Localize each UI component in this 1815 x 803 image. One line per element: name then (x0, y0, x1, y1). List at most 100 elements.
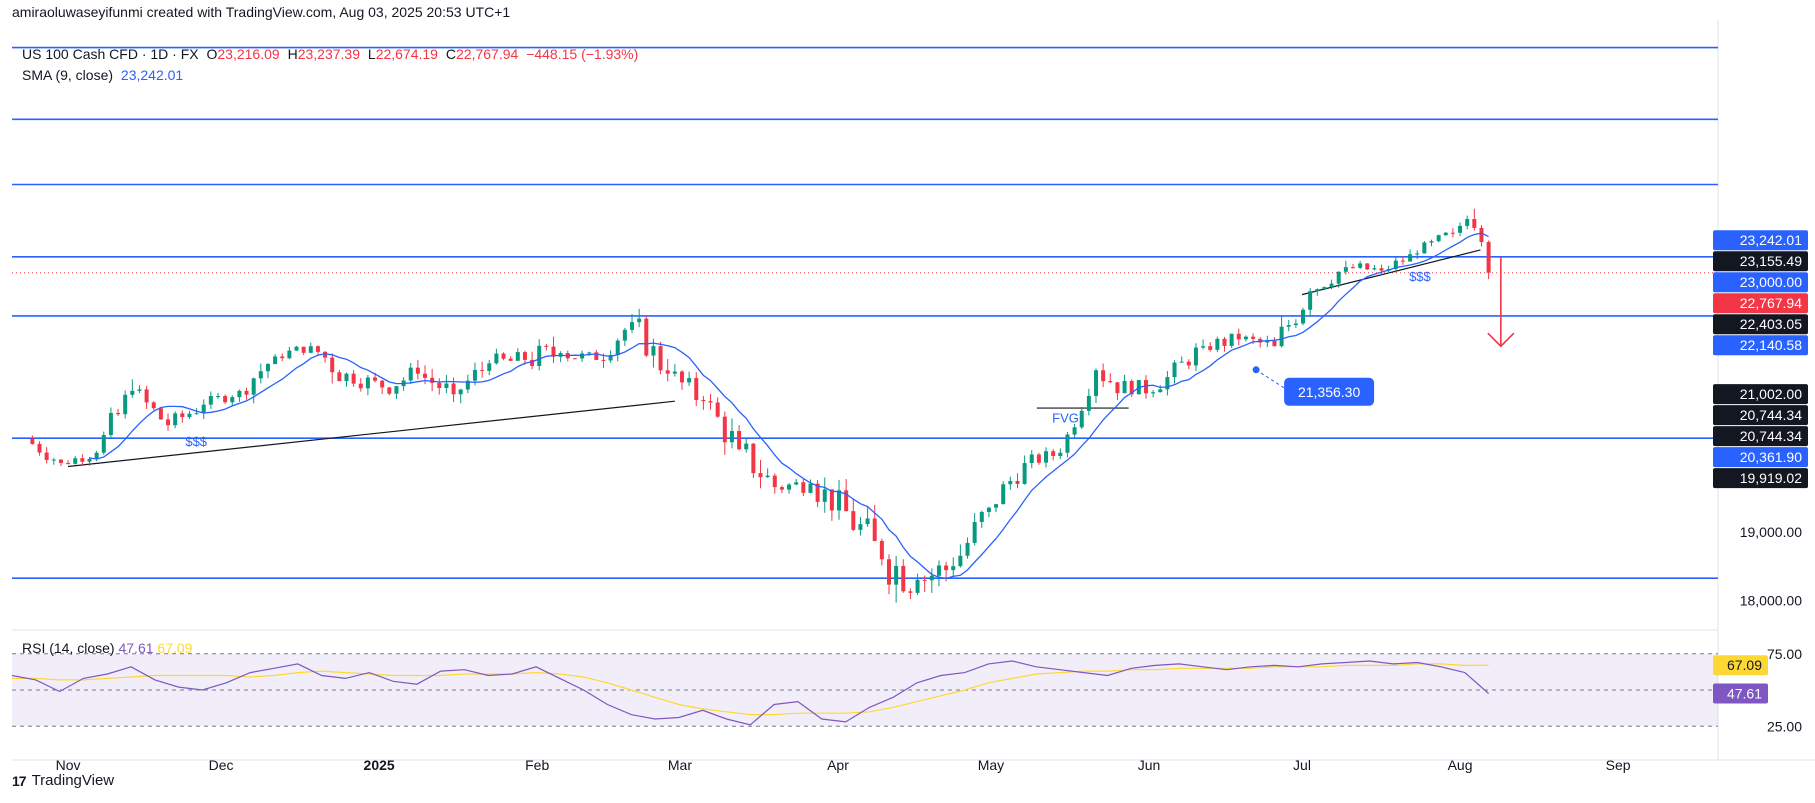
trendline-left (68, 400, 675, 468)
candle-body (1129, 380, 1134, 395)
annotations: $$$ $$$ FVG 21,356.30 (185, 256, 1515, 449)
candle (815, 479, 820, 508)
trendlines (68, 249, 1481, 468)
candle-body (1422, 242, 1427, 254)
candle (323, 350, 328, 363)
candle-body (972, 521, 977, 543)
candle (758, 459, 763, 489)
candle (1243, 335, 1248, 342)
candle-body (1172, 362, 1177, 378)
candle (951, 557, 956, 577)
rsi-tag-label: 47.61 (1727, 685, 1762, 701)
candle (979, 510, 984, 528)
candle (1408, 249, 1413, 262)
candle (444, 375, 449, 394)
candle-body (1415, 253, 1420, 255)
x-tick-label: Aug (1448, 757, 1473, 773)
candle-body (1379, 268, 1384, 271)
candle-body (894, 565, 899, 585)
candle (801, 478, 806, 496)
candle (301, 346, 306, 356)
candle (694, 372, 699, 406)
candle (1129, 379, 1134, 398)
price-tag-label: 20,744.34 (1740, 428, 1802, 444)
candle (166, 413, 171, 431)
sma-label[interactable]: SMA (9, close) (22, 67, 114, 83)
low-label: L (367, 46, 376, 62)
candle-body (380, 380, 385, 388)
candle (180, 410, 185, 423)
candle-body (644, 318, 649, 356)
candle (1400, 256, 1405, 266)
candle (287, 346, 292, 360)
candle-body (637, 318, 642, 323)
candle-body (37, 443, 42, 453)
rsi-value: 47.61 (118, 640, 154, 656)
candle (665, 358, 670, 382)
candle (1015, 473, 1020, 489)
candle (137, 385, 142, 393)
candle-body (73, 458, 78, 464)
candle (808, 479, 813, 494)
candle (986, 506, 991, 518)
candle-body (865, 518, 870, 525)
candle-body (1044, 451, 1049, 463)
candle (1022, 455, 1027, 485)
price-tag-label: 20,744.34 (1740, 407, 1802, 423)
open-label: O (206, 46, 218, 62)
candle-body (1236, 333, 1241, 340)
candle-body (622, 329, 627, 341)
candle (465, 374, 470, 394)
candle (1044, 447, 1049, 468)
candle (208, 391, 213, 409)
candle (822, 477, 827, 513)
candle (130, 379, 135, 398)
change-value: −448.15 (−1.93%) (526, 46, 639, 62)
candle-body (173, 413, 178, 426)
price-tag: 22,403.05 (1713, 314, 1808, 335)
candle (851, 499, 856, 532)
candle-body (1008, 480, 1013, 485)
rsi-value-tag: 47.61 (1713, 683, 1768, 704)
candle-body (166, 419, 171, 426)
open-value: 23,216.09 (217, 46, 280, 62)
candle (1215, 336, 1220, 353)
x-tick-label: Apr (827, 757, 849, 773)
sma-row[interactable]: SMA (9, close) 23,242.01 (22, 65, 642, 86)
candle-body (958, 555, 963, 567)
tradingview-footer[interactable]: 17 TradingView (12, 772, 114, 789)
candle (223, 394, 228, 405)
candle-body (1215, 338, 1220, 350)
rsi-legend[interactable]: RSI (14, close) 47.61 67.09 (22, 640, 192, 656)
candle (1165, 371, 1170, 396)
candle-body (294, 346, 299, 351)
candle-body (1458, 225, 1463, 233)
sma-polyline (89, 232, 1489, 580)
candle-body (251, 378, 256, 395)
candle-body (1151, 392, 1156, 394)
candle-body (1479, 227, 1484, 242)
candle (537, 339, 542, 371)
candle-body (915, 579, 920, 593)
candle-body (658, 346, 663, 371)
candle (544, 343, 549, 351)
candle (515, 348, 520, 362)
candle-body (1015, 480, 1020, 484)
candle (1001, 481, 1006, 505)
price-tag-label: 23,000.00 (1740, 274, 1802, 290)
ohlc-row[interactable]: US 100 Cash CFD · 1D · FX O23,216.09 H23… (22, 44, 642, 65)
candle (715, 397, 720, 418)
candle-body (223, 396, 228, 403)
candle (572, 358, 577, 360)
candle (1479, 225, 1484, 247)
rsi-label[interactable]: RSI (14, close) (22, 640, 115, 656)
symbol-name[interactable]: US 100 Cash CFD · 1D · FX (22, 46, 199, 62)
candle-body (537, 345, 542, 366)
candle (1350, 264, 1355, 269)
candle (1229, 333, 1234, 348)
candle (1036, 452, 1041, 465)
candle (1443, 231, 1448, 236)
candle (622, 327, 627, 347)
candle (273, 354, 278, 365)
